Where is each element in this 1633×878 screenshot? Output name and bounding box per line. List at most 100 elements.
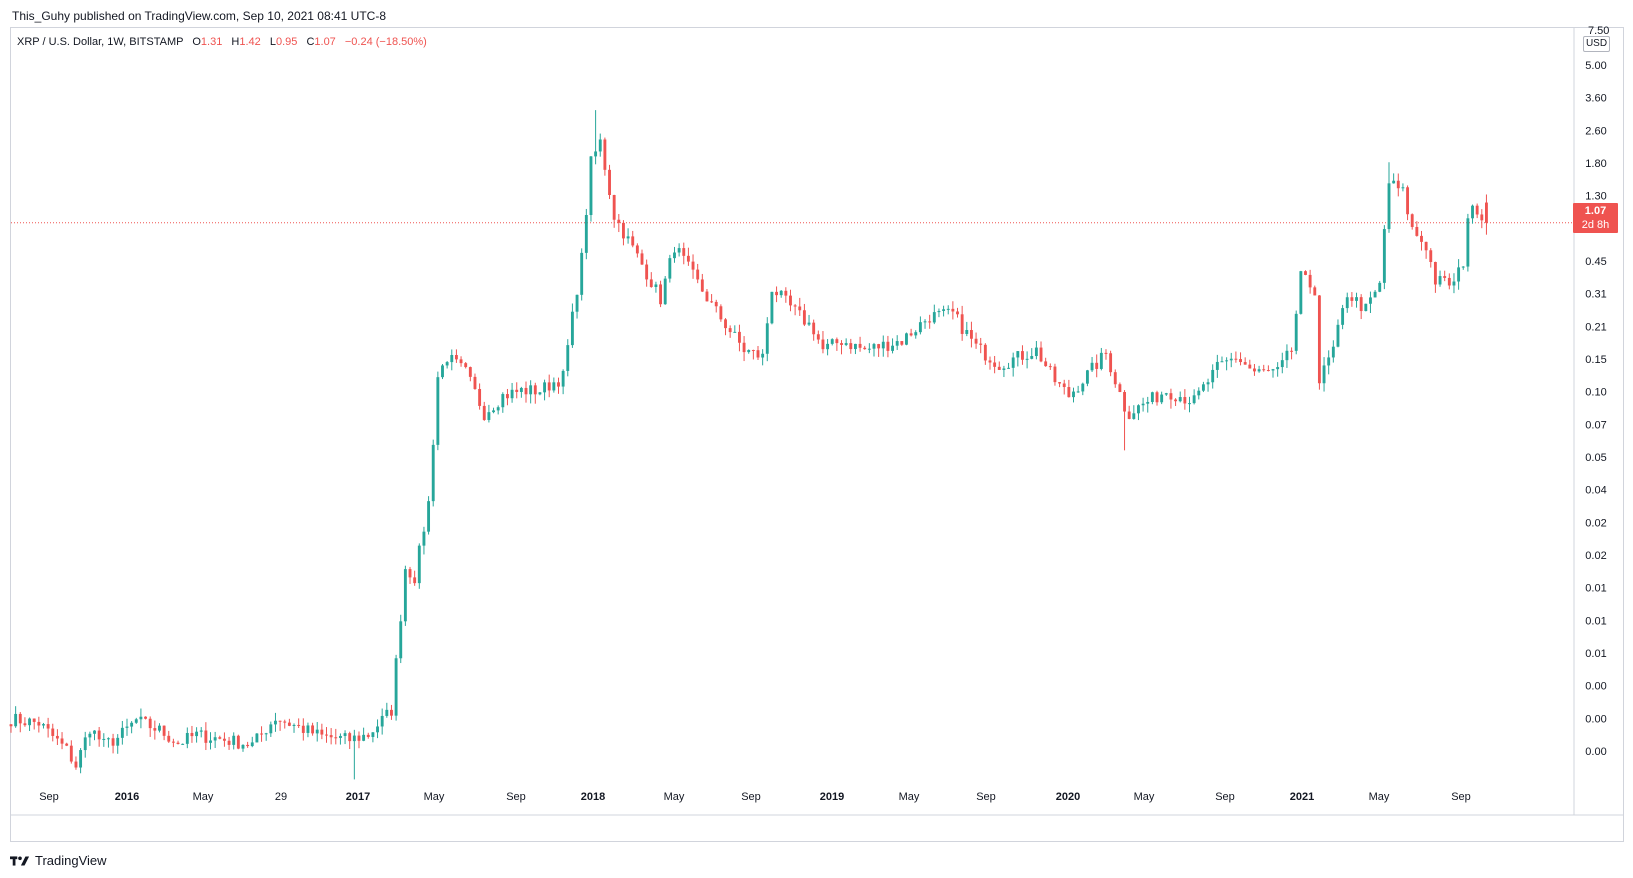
published-info: This_Guhy published on TradingView.com, …: [12, 9, 386, 23]
candle-body: [450, 355, 454, 363]
footer-branding[interactable]: TradingView: [10, 853, 107, 868]
candle-body: [700, 279, 704, 292]
candle-body: [125, 726, 129, 728]
candle-body: [366, 734, 370, 737]
candle-body: [891, 345, 894, 351]
candle-body: [1220, 361, 1224, 363]
candle-body: [612, 195, 616, 220]
candle-body: [357, 735, 361, 741]
candle-body: [608, 169, 611, 196]
close-label: C: [306, 36, 315, 48]
candle-body: [1095, 362, 1099, 369]
candle-body: [682, 248, 686, 256]
candle-body: [278, 720, 282, 722]
candle-body: [886, 341, 890, 351]
candle-body: [320, 729, 324, 735]
candle-body: [1118, 384, 1122, 393]
candle-body: [42, 724, 45, 726]
candle-body: [1290, 350, 1294, 352]
candle-body: [1392, 180, 1396, 184]
candle-body: [1067, 387, 1071, 398]
candle-body: [914, 332, 918, 336]
currency-button[interactable]: USD: [1583, 36, 1610, 52]
candle-body: [761, 353, 765, 358]
candle-body: [1053, 366, 1057, 383]
candle-body: [974, 338, 978, 344]
candle-body: [385, 709, 389, 716]
candle-body: [274, 720, 277, 725]
candle-body: [1424, 241, 1428, 251]
candle-body: [877, 344, 881, 349]
open-value: 1.31: [200, 36, 223, 48]
candle-body: [65, 743, 69, 746]
price-tick-label: 0.05: [1585, 452, 1606, 464]
time-tick-label: May: [899, 791, 920, 803]
candle-body: [742, 342, 746, 353]
time-axis-labels: Sep 2016 May 29 2017 May Sep 2018 May Sep 2019 May S…: [39, 791, 1471, 803]
candle-body: [1480, 214, 1484, 221]
candle-body: [1225, 360, 1229, 362]
candle-body: [812, 322, 816, 335]
candle-body: [1485, 202, 1488, 223]
candle-body: [93, 730, 96, 734]
candle-body: [1331, 346, 1335, 358]
candle-body: [1034, 347, 1038, 357]
candle-body: [724, 319, 727, 329]
candle-body: [1192, 395, 1196, 404]
candle-body: [858, 343, 862, 348]
candle-body: [1081, 383, 1085, 392]
candle-body: [1062, 383, 1066, 388]
candle-body: [478, 388, 482, 406]
time-tick-label: May: [1134, 791, 1155, 803]
candle-body: [1155, 392, 1159, 403]
candle-body: [422, 531, 426, 546]
candle-body: [515, 389, 519, 392]
candle-body: [1461, 266, 1465, 268]
candle-body: [1280, 360, 1284, 368]
candle-body: [69, 745, 73, 762]
price-tick-label: 0.07: [1585, 419, 1606, 431]
candle-body: [677, 248, 681, 253]
time-tick-label: Sep: [1451, 791, 1471, 803]
symbol-label[interactable]: XRP / U.S. Dollar, 1W, BITSTAMP: [17, 36, 184, 48]
candle-body: [1406, 187, 1410, 215]
candle-body: [23, 723, 27, 726]
price-tick-label: 0.10: [1585, 387, 1606, 399]
candle-body: [1201, 384, 1205, 391]
candle-body: [570, 311, 574, 346]
candle-body: [617, 219, 621, 223]
candle-body: [821, 339, 825, 350]
candle-body: [965, 330, 969, 334]
candle-body: [997, 366, 1001, 370]
candle-body: [441, 365, 444, 378]
candle-body: [905, 333, 908, 345]
candle-body: [171, 741, 175, 743]
candle-body: [1475, 205, 1479, 215]
candle-body: [900, 341, 904, 345]
candle-body: [111, 738, 115, 746]
candle-body: [315, 729, 319, 734]
candle-body: [213, 737, 217, 741]
candle-body: [1127, 411, 1131, 419]
candle-body: [598, 139, 602, 152]
candle-body: [594, 151, 598, 157]
candle-body: [603, 139, 607, 170]
candle-body: [1234, 358, 1238, 360]
candle-body: [1304, 271, 1307, 275]
candle-body: [835, 339, 839, 344]
candle-body: [1150, 392, 1154, 402]
candle-body: [185, 732, 189, 744]
candle-body: [292, 724, 296, 726]
candle-body: [1109, 353, 1113, 373]
candle-body: [1169, 393, 1173, 400]
candle-body: [1410, 214, 1414, 227]
price-tick-label: 0.02: [1585, 550, 1606, 562]
candle-body: [311, 725, 315, 734]
candle-body: [686, 255, 690, 262]
candle-body: [325, 734, 328, 736]
candle-body: [1471, 205, 1474, 219]
candle-body: [158, 725, 161, 731]
time-tick-label: 2019: [820, 791, 844, 803]
candle-body: [1016, 351, 1020, 358]
